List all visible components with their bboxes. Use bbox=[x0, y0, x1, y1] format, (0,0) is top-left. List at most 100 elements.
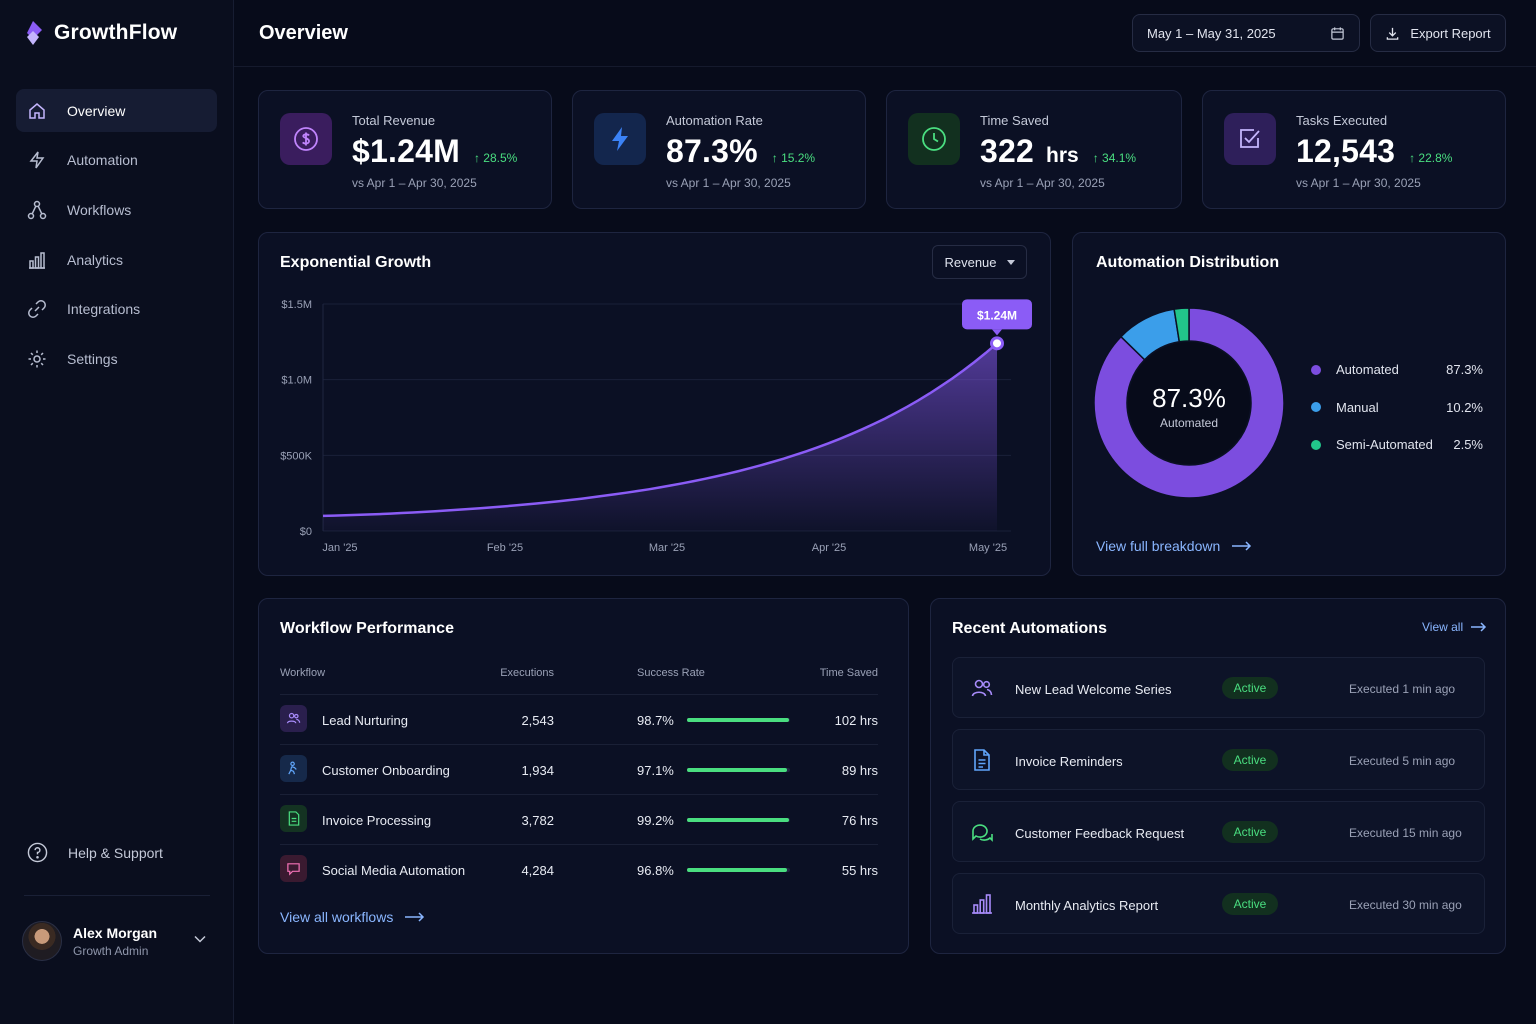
success-rate-bar-fill bbox=[687, 868, 787, 872]
distribution-donut[interactable] bbox=[1073, 233, 1507, 577]
view-all-workflows-link[interactable]: View all workflows bbox=[280, 909, 425, 925]
workflow-performance-card: Workflow Performance Workflow Executions… bbox=[258, 598, 909, 954]
view-all-link[interactable]: View all bbox=[1422, 620, 1487, 634]
view-full-breakdown-link[interactable]: View full breakdown bbox=[1096, 538, 1252, 554]
kpi-label: Time Saved bbox=[980, 113, 1049, 128]
legend-label: Manual bbox=[1336, 399, 1379, 415]
workflow-icon-badge bbox=[280, 805, 307, 832]
table-row[interactable]: Invoice Processing 3,782 99.2% 76 hrs bbox=[280, 794, 878, 844]
table-row[interactable]: Customer Onboarding 1,934 97.1% 89 hrs bbox=[280, 744, 878, 794]
table-row[interactable]: Social Media Automation 4,284 96.8% 55 h… bbox=[280, 844, 878, 894]
sidebar: GrowthFlow Overview Automation Workflows… bbox=[0, 0, 234, 1024]
distribution-legend: Automated 87.3% Manual 10.2% Semi-Automa… bbox=[1311, 351, 1483, 464]
kpi-label: Total Revenue bbox=[352, 113, 436, 128]
workflow-name: Lead Nurturing bbox=[322, 713, 408, 728]
donut-slice-automated bbox=[1093, 307, 1285, 499]
workflow-success-rate: 99.2% bbox=[637, 813, 674, 828]
users-icon bbox=[971, 679, 993, 697]
help-support-link[interactable]: Help & Support bbox=[27, 842, 163, 863]
kpi-card-time-saved: Time Saved 322 hrs ↑ 34.1% vs Apr 1 – Ap… bbox=[886, 90, 1182, 209]
donut-center: 87.3% Automated bbox=[1144, 383, 1234, 430]
column-header-success-rate: Success Rate bbox=[637, 667, 705, 679]
distribution-card: Automation Distribution 87.3% Automated … bbox=[1072, 232, 1506, 576]
recent-automation-item[interactable]: Customer Feedback Request Active Execute… bbox=[952, 801, 1485, 862]
recent-automations-title: Recent Automations bbox=[952, 620, 1107, 637]
growth-chart[interactable]: $0 $500K $1.0M $1.5M Jan '25 Feb '25 Mar '25 Ap… bbox=[259, 233, 1052, 577]
lightning-icon bbox=[29, 151, 45, 169]
sidebar-item-workflows[interactable]: Workflows bbox=[16, 188, 217, 231]
column-header-workflow: Workflow bbox=[280, 667, 326, 679]
kpi-icon-badge bbox=[1224, 113, 1276, 165]
document-icon bbox=[974, 749, 990, 771]
metric-select[interactable]: Revenue bbox=[932, 245, 1027, 279]
y-tick-label: $500K bbox=[280, 450, 312, 462]
y-tick-label: $0 bbox=[300, 526, 312, 538]
donut-center-value: 87.3% bbox=[1152, 383, 1226, 413]
kpi-label: Automation Rate bbox=[666, 113, 763, 128]
workflow-name: Customer Onboarding bbox=[322, 763, 450, 778]
x-tick-label: Jan '25 bbox=[322, 542, 357, 554]
kpi-icon-badge bbox=[280, 113, 332, 165]
sidebar-item-label: Overview bbox=[67, 102, 126, 119]
y-tick-label: $1.0M bbox=[281, 375, 312, 387]
date-range-picker[interactable]: May 1 – May 31, 2025 bbox=[1132, 14, 1360, 52]
export-report-button[interactable]: Export Report bbox=[1370, 14, 1506, 52]
workflow-executions: 1,934 bbox=[521, 763, 554, 778]
workflow-executions: 3,782 bbox=[521, 813, 554, 828]
automation-name: New Lead Welcome Series bbox=[1015, 682, 1172, 697]
kpi-delta: ↑ 28.5% bbox=[473, 151, 518, 165]
view-full-breakdown-label: View full breakdown bbox=[1096, 538, 1221, 554]
help-icon bbox=[27, 842, 48, 863]
automation-time: Executed 1 min ago bbox=[1349, 682, 1456, 696]
user-name: Alex Morgan bbox=[73, 924, 158, 941]
sidebar-item-analytics[interactable]: Analytics bbox=[16, 238, 217, 281]
recent-automations-card: Recent Automations View all New Lead Wel… bbox=[930, 598, 1506, 954]
workflow-executions: 2,543 bbox=[521, 713, 554, 728]
download-icon bbox=[1387, 27, 1399, 40]
recent-automation-item[interactable]: Monthly Analytics Report Active Executed… bbox=[952, 873, 1485, 934]
workflow-name: Invoice Processing bbox=[322, 813, 432, 828]
checkbox-icon bbox=[1240, 129, 1260, 148]
arrow-right-icon bbox=[405, 912, 425, 922]
x-tick-label: Apr '25 bbox=[812, 542, 847, 554]
sidebar-item-overview[interactable]: Overview bbox=[16, 89, 217, 132]
logo-icon bbox=[27, 21, 42, 45]
automation-time: Executed 5 min ago bbox=[1349, 754, 1456, 768]
recent-automation-item[interactable]: New Lead Welcome Series Active Executed … bbox=[952, 657, 1485, 718]
clock-icon bbox=[922, 127, 946, 151]
kpi-compare: vs Apr 1 – Apr 30, 2025 bbox=[980, 176, 1105, 190]
tooltip-value: $1.24M bbox=[977, 308, 1017, 322]
kpi-value: $1.24M bbox=[352, 133, 460, 169]
last-data-point bbox=[990, 336, 1004, 351]
topbar: Overview May 1 – May 31, 2025 Export Rep… bbox=[234, 0, 1536, 67]
legend-label: Semi-Automated bbox=[1336, 437, 1433, 453]
legend-dot bbox=[1311, 439, 1321, 450]
workflow-performance-title: Workflow Performance bbox=[280, 620, 454, 637]
x-tick-label: May '25 bbox=[969, 542, 1007, 554]
kpi-compare: vs Apr 1 – Apr 30, 2025 bbox=[666, 176, 791, 190]
automation-name: Invoice Reminders bbox=[1015, 754, 1123, 769]
chat-icon bbox=[287, 863, 300, 876]
recent-automation-item[interactable]: Invoice Reminders Active Executed 5 min … bbox=[952, 729, 1485, 790]
bar-chart-icon bbox=[29, 251, 45, 269]
table-row[interactable]: Lead Nurturing 2,543 98.7% 102 hrs bbox=[280, 694, 878, 744]
sidebar-item-settings[interactable]: Settings bbox=[16, 337, 217, 380]
success-rate-bar bbox=[687, 768, 790, 772]
sidebar-item-integrations[interactable]: Integrations bbox=[16, 288, 217, 331]
gear-icon bbox=[28, 350, 46, 368]
export-label: Export Report bbox=[1410, 25, 1491, 41]
sidebar-item-automation[interactable]: Automation bbox=[16, 139, 217, 182]
y-tick-label: $1.5M bbox=[281, 299, 312, 311]
brand[interactable]: GrowthFlow bbox=[24, 20, 177, 46]
sidebar-item-label: Automation bbox=[67, 152, 138, 169]
view-all-workflows-label: View all workflows bbox=[280, 909, 394, 925]
donut-center-label: Automated bbox=[1159, 416, 1219, 430]
distribution-title: Automation Distribution bbox=[1096, 254, 1280, 271]
workflow-success-rate: 98.7% bbox=[637, 713, 674, 728]
workflow-icon bbox=[27, 200, 47, 220]
metric-select-value: Revenue bbox=[944, 254, 997, 270]
automation-time: Executed 15 min ago bbox=[1349, 826, 1462, 840]
user-menu[interactable]: Alex Morgan Growth Admin bbox=[22, 920, 212, 962]
kpi-icon-badge bbox=[594, 113, 646, 165]
workflow-executions: 4,284 bbox=[521, 863, 554, 878]
